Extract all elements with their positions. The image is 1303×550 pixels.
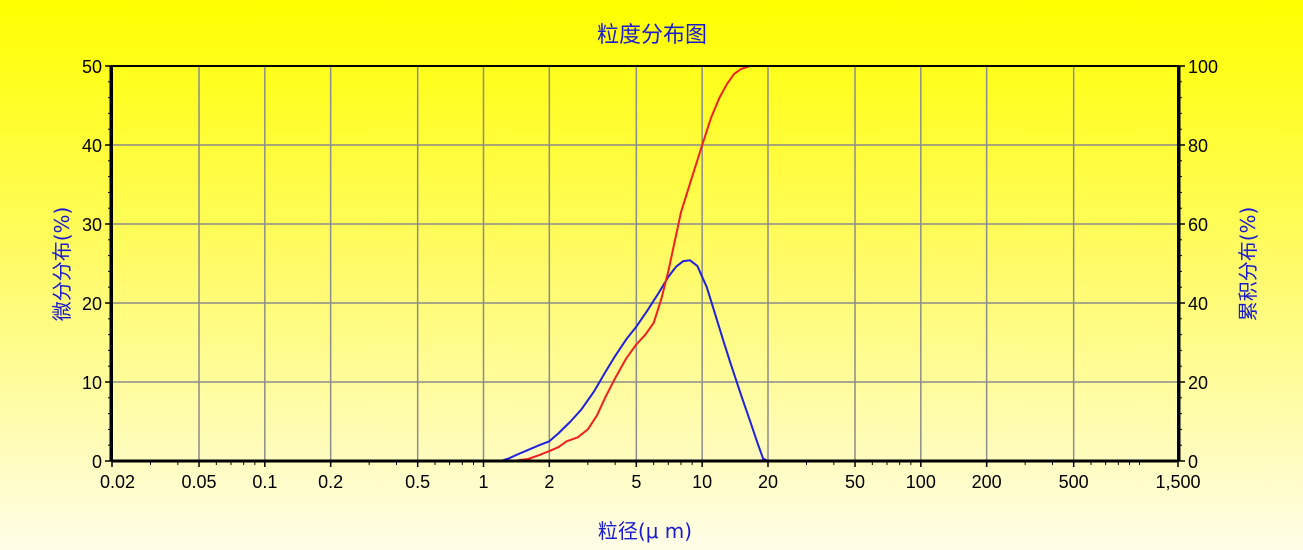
x-tick-label: 0.1 (252, 472, 277, 492)
right-y-tick-label: 80 (1188, 136, 1208, 156)
differential-distribution-line (112, 259, 1178, 462)
plot-frame (111, 65, 1179, 462)
x-tick-label: 500 (1059, 472, 1089, 492)
left-y-axis-label: 微分分布(%) (50, 207, 74, 322)
right-y-tick-label: 40 (1188, 294, 1208, 314)
x-tick-label: 100 (906, 472, 936, 492)
x-tick-label: 1 (478, 472, 488, 492)
left-y-tick-label: 20 (82, 294, 102, 314)
cumulative-distribution-line (112, 65, 1178, 462)
x-tick-label: 10 (692, 472, 712, 492)
left-y-tick-label: 40 (82, 136, 102, 156)
x-tick-label: 1,500 (1155, 472, 1200, 492)
x-tick-label: 20 (758, 472, 778, 492)
x-axis-label: 粒径(μ m) (598, 519, 692, 543)
x-tick-label: 0.02 (100, 472, 135, 492)
x-tick-label: 0.05 (181, 472, 216, 492)
minor-tick-marks (108, 65, 1182, 465)
right-y-tick-label: 20 (1188, 373, 1208, 393)
x-tick-label: 200 (972, 472, 1002, 492)
x-tick-label: 2 (544, 472, 554, 492)
left-y-tick-label: 30 (82, 215, 102, 235)
x-tick-label: 50 (845, 472, 865, 492)
right-y-tick-label: 60 (1188, 215, 1208, 235)
left-y-tick-label: 50 (82, 57, 102, 77)
grid-lines (105, 65, 1185, 467)
tick-labels: 0.02 0.05 0.1 0.2 0.5 1 2 5 10 20 50 100 200 500 1,500… (82, 57, 1218, 492)
data-series (112, 65, 1178, 462)
left-y-tick-label: 0 (92, 452, 102, 472)
right-y-tick-label: 0 (1188, 452, 1198, 472)
x-tick-label: 0.5 (405, 472, 430, 492)
chart-title: 粒度分布图 (597, 23, 707, 48)
x-tick-label: 0.2 (318, 472, 343, 492)
right-y-axis-label: 累积分布(%) (1236, 207, 1260, 322)
left-y-tick-label: 10 (82, 373, 102, 393)
x-tick-label: 5 (631, 472, 641, 492)
right-y-tick-label: 100 (1188, 57, 1218, 77)
